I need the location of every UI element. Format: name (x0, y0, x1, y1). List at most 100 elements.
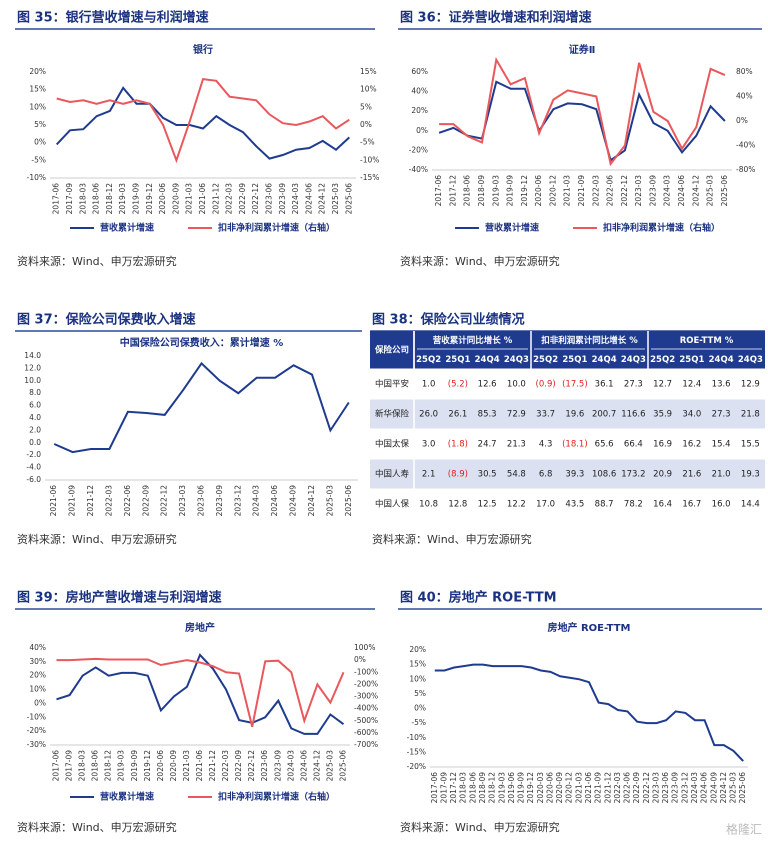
group-header: ROE-TTM % (680, 336, 734, 346)
table-cell: 15.5 (741, 440, 760, 450)
figure-title: 图 36：证券营收增速和利润增速 (400, 10, 592, 26)
y-tick-label: -20% (409, 145, 428, 154)
y-tick-label: -5% (411, 718, 426, 727)
x-tick-label: 2024-12 (691, 175, 700, 207)
table-cell: 13.6 (712, 380, 731, 390)
x-tick-label: 2024-12 (719, 772, 728, 804)
series-line (434, 663, 744, 762)
y-tick-label: 20% (411, 106, 428, 115)
table-cell: 6.8 (539, 470, 553, 480)
x-tick-label: 2020-12 (565, 772, 574, 804)
source: 资料来源：Wind、申万宏源研究 (17, 254, 177, 268)
y-tick-label: -10% (407, 733, 426, 742)
table-cell: 10.0 (507, 380, 526, 390)
table-cell: 15.4 (712, 440, 731, 450)
y-tick-label: -40% (409, 165, 428, 174)
x-tick-label: 2024-03 (286, 750, 295, 782)
sub-header: 25Q1 (679, 355, 704, 365)
x-tick-label: 2019-03 (497, 772, 506, 804)
y2-tick-label: -300% (354, 692, 378, 701)
series-line (56, 657, 345, 728)
table-cell: 108.6 (592, 470, 616, 480)
y-tick-label: -20% (407, 762, 426, 771)
x-tick-label: 2023-12 (233, 485, 242, 517)
x-tick-label: 2022-03 (613, 772, 622, 804)
y-tick-label: 0% (34, 138, 46, 147)
figure-title: 图 35：银行营收增速与利润增速 (17, 10, 209, 26)
x-tick-label: 2020-03 (536, 772, 545, 804)
y-tick-label: 0% (414, 704, 426, 713)
x-tick-label: 2019-03 (117, 750, 126, 782)
x-tick-label: 2025-03 (325, 750, 334, 782)
x-tick-label: 2020-12 (548, 175, 557, 207)
x-tick-label: 2022-12 (251, 183, 260, 215)
table-cell: 12.8 (448, 500, 467, 510)
legend-label: 扣非净利润累计增速（右轴） (218, 791, 335, 803)
y-tick-label: 20% (409, 645, 426, 654)
y-tick-label: 40% (411, 87, 428, 96)
y-tick-label: 20% (29, 671, 46, 680)
legend-label: 营收累计增速 (485, 222, 539, 234)
table-cell: 21.8 (741, 410, 760, 420)
y-tick-label: 12.0 (24, 363, 41, 372)
y2-tick-label: 5% (360, 102, 372, 111)
x-tick-label: 2021-12 (211, 183, 220, 215)
y-tick-label: 2.0 (29, 425, 41, 434)
x-tick-label: 2024-03 (291, 183, 300, 215)
x-tick-label: 2022-03 (104, 485, 113, 517)
x-tick-label: 2025-06 (344, 183, 353, 215)
x-tick-label: 2017-12 (448, 175, 457, 207)
sub-header: 25Q1 (445, 355, 470, 365)
x-tick-label: 2021-06 (584, 772, 593, 804)
x-tick-label: 2021-09 (68, 485, 77, 517)
x-tick-label: 2025-03 (325, 485, 334, 517)
x-tick-label: 2023-09 (648, 175, 657, 207)
chart-title: 证券Ⅱ (569, 43, 596, 56)
x-tick-label: 2022-09 (234, 750, 243, 782)
chart-title: 房地产 (185, 621, 215, 634)
y-tick-label: -5% (31, 155, 46, 164)
series-line (56, 78, 350, 164)
x-tick-label: 2018-12 (105, 183, 114, 215)
source: 资料来源：Wind、申万宏源研究 (372, 532, 532, 546)
chart-title: 银行 (193, 43, 213, 56)
y2-tick-label: -100% (354, 667, 378, 676)
row-name: 中国平安 (375, 379, 409, 390)
x-tick-label: 2018-09 (477, 175, 486, 207)
table-header-bg (370, 331, 765, 369)
watermark: 格隆汇 (726, 822, 762, 837)
y-tick-label: 15% (409, 660, 426, 669)
table-cell: 65.6 (595, 440, 614, 450)
x-tick-label: 2023-03 (651, 772, 660, 804)
x-tick-label: 2018-09 (478, 772, 487, 804)
x-tick-label: 2017-06 (434, 175, 443, 207)
table-cell: 12.2 (507, 500, 526, 510)
table-cell: 30.5 (478, 470, 497, 480)
table-cell: 12.5 (478, 500, 497, 510)
x-tick-label: 2022-03 (221, 750, 230, 782)
x-tick-label: 2025-06 (738, 772, 747, 804)
y2-tick-label: -40% (736, 141, 755, 150)
table-cell: 21.6 (682, 470, 701, 480)
y2-tick-label: 0% (736, 116, 748, 125)
table-cell: 17.0 (536, 500, 555, 510)
x-tick-label: 2024-09 (709, 772, 718, 804)
x-tick-label: 2019-12 (520, 175, 529, 207)
row-name: 中国人寿 (375, 469, 410, 480)
y-tick-label: 14.0 (24, 351, 41, 360)
x-tick-label: 2024-12 (307, 485, 316, 517)
x-tick-label: 2024-06 (270, 485, 279, 517)
table-cell: 34.0 (682, 410, 701, 420)
table-cell: 16.9 (653, 440, 672, 450)
table-cell: 3.0 (422, 440, 436, 450)
x-tick-label: 2021-12 (86, 485, 95, 517)
y-tick-label: -20% (27, 726, 46, 735)
x-tick-label: 2019-03 (118, 183, 127, 215)
x-tick-label: 2022-12 (620, 175, 629, 207)
x-tick-label: 2018-06 (91, 750, 100, 782)
x-tick-label: 2024-06 (700, 772, 709, 804)
x-tick-label: 2021-12 (603, 772, 612, 804)
y2-tick-label: -10% (360, 155, 379, 164)
x-tick-label: 2023-09 (273, 750, 282, 782)
x-tick-label: 2018-03 (459, 772, 468, 804)
